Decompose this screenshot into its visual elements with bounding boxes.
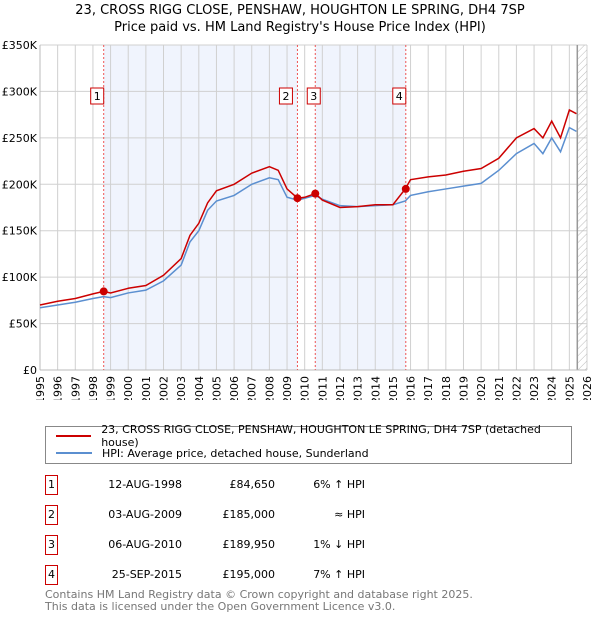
- legend-label: 23, CROSS RIGG CLOSE, PENSHAW, HOUGHTON …: [101, 423, 541, 449]
- y-tick-label: £100K: [2, 271, 38, 284]
- sale-price: £189,950: [222, 538, 276, 551]
- x-tick-label: 2002: [158, 376, 171, 400]
- x-tick-label: 2018: [440, 376, 453, 400]
- sale-label: 4: [396, 90, 403, 103]
- x-tick-label: 2016: [405, 376, 418, 400]
- forecast-hatch: [577, 45, 587, 370]
- x-tick-label: 2000: [122, 376, 135, 400]
- x-tick-label: 1995: [34, 376, 47, 400]
- x-tick-label: 2012: [334, 376, 347, 400]
- y-tick-label: £300K: [2, 85, 38, 98]
- shaded-range: [103, 45, 298, 370]
- sale-label-box: [306, 87, 321, 105]
- x-tick-label: 2003: [175, 376, 188, 400]
- x-tick-label: 2021: [493, 376, 506, 400]
- x-tick-label: 2006: [228, 376, 241, 400]
- legend-swatch-red: [56, 435, 92, 437]
- x-tick-label: 2026: [581, 376, 594, 400]
- sale-point: [311, 189, 320, 198]
- x-tick-label: 2013: [352, 376, 365, 400]
- sale-hpi-comparison: 6% ↑ HPI: [313, 478, 365, 491]
- sale-number-badge: 4: [45, 565, 58, 585]
- x-tick-label: 2008: [263, 376, 276, 400]
- y-tick-label: £150K: [2, 225, 38, 238]
- sale-number-badge: 2: [45, 505, 58, 525]
- sale-label: 1: [94, 90, 101, 103]
- x-tick-label: 1996: [52, 376, 65, 400]
- sale-date: 12-AUG-1998: [108, 478, 182, 491]
- y-tick-label: £0: [23, 364, 37, 377]
- x-tick-label: 1998: [87, 376, 100, 400]
- sale-price: £195,000: [222, 568, 276, 581]
- footer: Contains HM Land Registry data © Crown c…: [45, 589, 473, 613]
- sale-number-badge: 1: [45, 475, 58, 495]
- hpi-line: [39, 126, 577, 309]
- legend: 23, CROSS RIGG CLOSE, PENSHAW, HOUGHTON …: [45, 423, 572, 464]
- x-tick-label: 2009: [281, 376, 294, 400]
- x-tick-label: 2007: [246, 376, 259, 400]
- x-tick-label: 1997: [69, 376, 82, 400]
- legend-item-hpi: HPI: Average price, detached house, Sund…: [56, 445, 369, 461]
- shaded-range: [315, 45, 406, 370]
- legend-label: HPI: Average price, detached house, Sund…: [102, 446, 369, 460]
- x-tick-label: 2025: [563, 376, 576, 400]
- x-tick-label: 2017: [422, 376, 435, 400]
- y-tick-label: £350K: [2, 39, 38, 52]
- y-tick-label: £250K: [2, 132, 38, 145]
- chart-title: 23, CROSS RIGG CLOSE, PENSHAW, HOUGHTON …: [75, 3, 525, 18]
- sale-price: £185,000: [222, 508, 276, 521]
- sale-number-badge: 3: [45, 535, 58, 555]
- sale-label: 2: [282, 90, 289, 103]
- sale-label-box: [278, 87, 293, 105]
- y-tick-label: £200K: [2, 178, 38, 191]
- sale-price: £84,650: [229, 478, 276, 491]
- legend-swatch-blue: [56, 452, 92, 454]
- sale-date: 06-AUG-2010: [108, 538, 182, 551]
- x-tick-label: 2001: [140, 376, 153, 400]
- chart-plot: 1995 1996 1997 1998 1999 2000 2001 2002 2003 2004…: [2, 39, 594, 400]
- sale-hpi-comparison: 7% ↑ HPI: [313, 568, 365, 581]
- x-tick-label: 2023: [528, 376, 541, 400]
- x-tick-label: 2005: [210, 376, 223, 400]
- x-tick-label: 2022: [510, 376, 523, 400]
- sale-hpi-comparison: ≈ HPI: [334, 508, 365, 521]
- y-tick-label: £50K: [9, 318, 38, 331]
- x-tick-label: 2015: [387, 376, 400, 400]
- x-tick-label: 1999: [105, 376, 118, 400]
- sale-point: [99, 287, 108, 296]
- sale-label-box: [90, 87, 105, 105]
- x-tick-label: 2024: [546, 376, 559, 400]
- sale-hpi-comparison: 1% ↓ HPI: [313, 538, 365, 551]
- x-tick-label: 2019: [457, 376, 470, 400]
- footer-line: Contains HM Land Registry data © Crown c…: [45, 588, 473, 601]
- sale-label: 3: [310, 90, 317, 103]
- sale-point: [293, 194, 302, 203]
- x-tick-label: 2020: [475, 376, 488, 400]
- footer-line: This data is licensed under the Open Gov…: [45, 600, 396, 613]
- x-tick-label: 2011: [316, 376, 329, 400]
- sale-date: 25-SEP-2015: [111, 568, 182, 581]
- x-tick-label: 2010: [299, 376, 312, 400]
- sale-date: 03-AUG-2009: [108, 508, 182, 521]
- property-price-line: [39, 108, 577, 306]
- x-tick-label: 2014: [369, 376, 382, 400]
- legend-item-property: 23, CROSS RIGG CLOSE, PENSHAW, HOUGHTON …: [56, 423, 571, 449]
- sale-point: [401, 184, 410, 193]
- x-tick-label: 2004: [193, 376, 206, 400]
- chart-subtitle: Price paid vs. HM Land Registry's House …: [114, 20, 486, 35]
- sale-label-box: [392, 87, 407, 105]
